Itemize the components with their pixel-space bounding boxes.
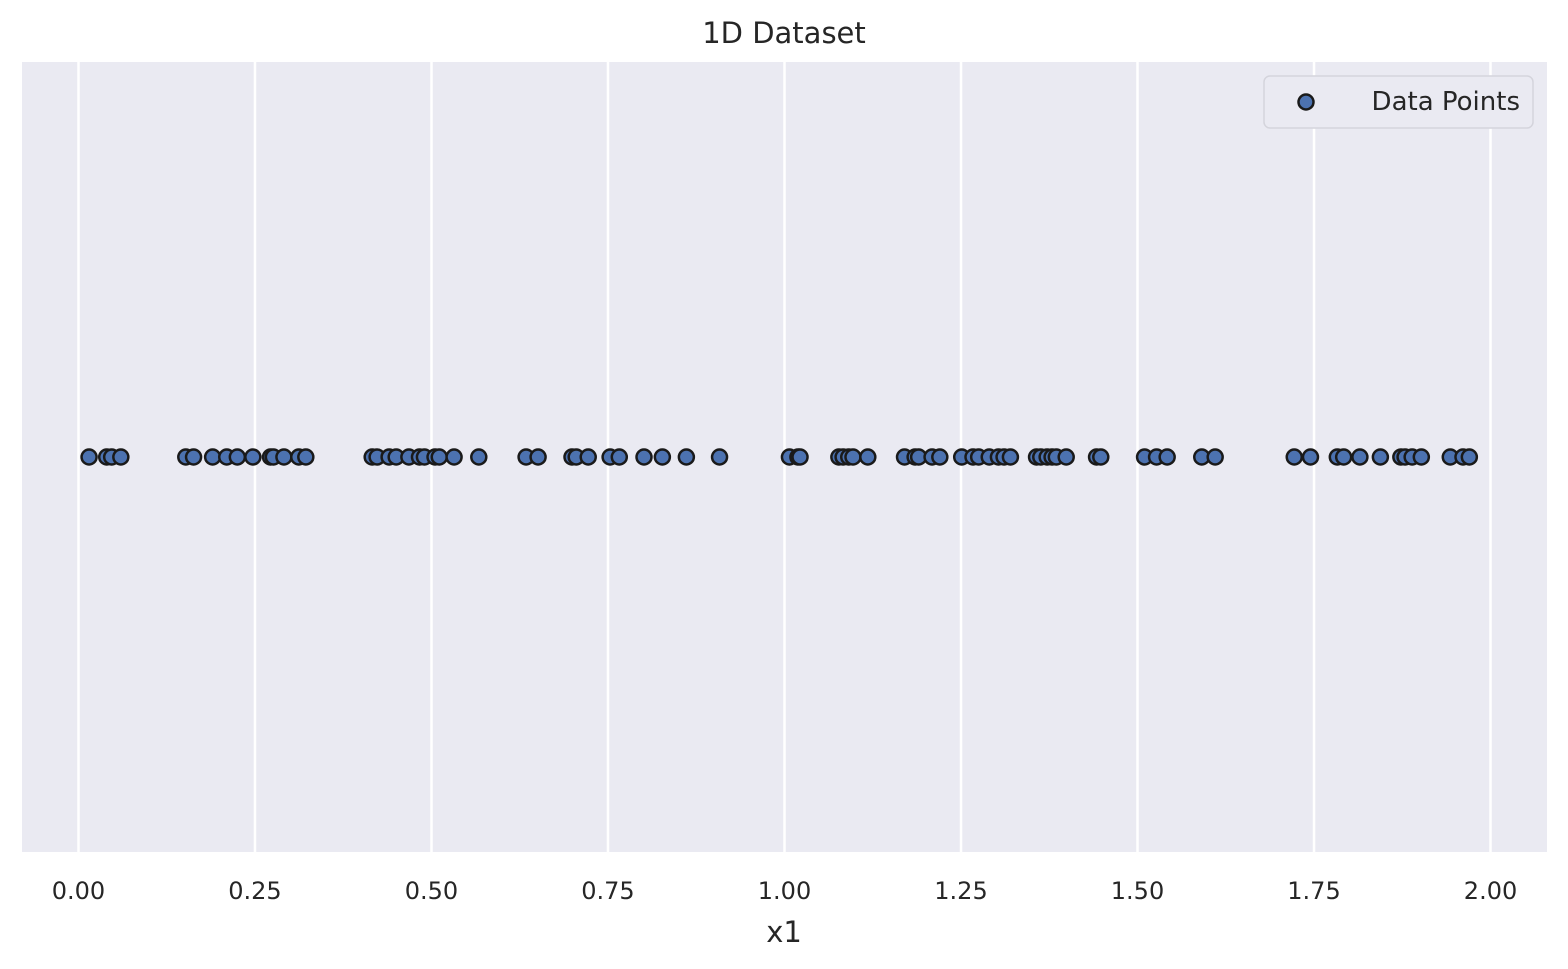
data-point: [791, 448, 809, 466]
chart-title: 1D Dataset: [702, 16, 866, 50]
data-point: [445, 448, 463, 466]
x-tick-label: 0.75: [581, 877, 634, 905]
legend-label: Data Points: [1372, 87, 1520, 117]
x-tick-label: 1.75: [1287, 877, 1340, 905]
x-tick-label: 1.00: [758, 877, 811, 905]
data-point: [529, 448, 547, 466]
data-point: [579, 448, 597, 466]
x-tick-labels: 0.00 0.25 0.50 0.75 1.00 1.25 1.50 1.75 2.00: [52, 877, 1517, 905]
data-point: [931, 448, 949, 466]
x-tick-label: 1.50: [1111, 877, 1164, 905]
data-point: [80, 448, 98, 466]
data-point: [1206, 448, 1224, 466]
data-point: [244, 448, 262, 466]
legend-marker: [1297, 93, 1315, 111]
data-point: [844, 448, 862, 466]
data-point: [1371, 448, 1390, 466]
data-point: [677, 448, 696, 466]
data-point: [470, 448, 488, 466]
data-points: [80, 448, 1479, 466]
data-point: [430, 448, 449, 466]
data-point: [228, 448, 247, 466]
data-point: [1158, 448, 1176, 466]
data-point: [710, 448, 729, 466]
data-point: [1460, 448, 1479, 466]
x-tick-label: 1.25: [934, 877, 987, 905]
data-point: [1412, 448, 1431, 466]
data-point: [653, 448, 672, 466]
data-point: [203, 448, 222, 466]
x-tick-label: 0.25: [228, 877, 281, 905]
data-point: [635, 448, 653, 466]
data-point: [275, 448, 293, 466]
data-point: [297, 448, 315, 466]
legend-box: [1263, 75, 1534, 129]
data-point: [610, 448, 629, 466]
data-point: [1301, 448, 1320, 466]
data-point: [1057, 448, 1075, 466]
x-tick-label: 0.50: [405, 877, 458, 905]
data-point: [1285, 448, 1303, 466]
x-tick-label: 2.00: [1464, 877, 1517, 905]
data-point: [184, 448, 203, 466]
data-point: [859, 448, 877, 466]
data-point: [1351, 448, 1369, 466]
data-point: [112, 448, 130, 466]
data-point: [1334, 448, 1353, 466]
x-axis-label: x1: [766, 915, 802, 949]
data-point: [1001, 448, 1020, 466]
x-tick-label: 0.00: [52, 877, 105, 905]
data-point: [1092, 448, 1110, 466]
legend: Data Points: [1263, 75, 1534, 129]
